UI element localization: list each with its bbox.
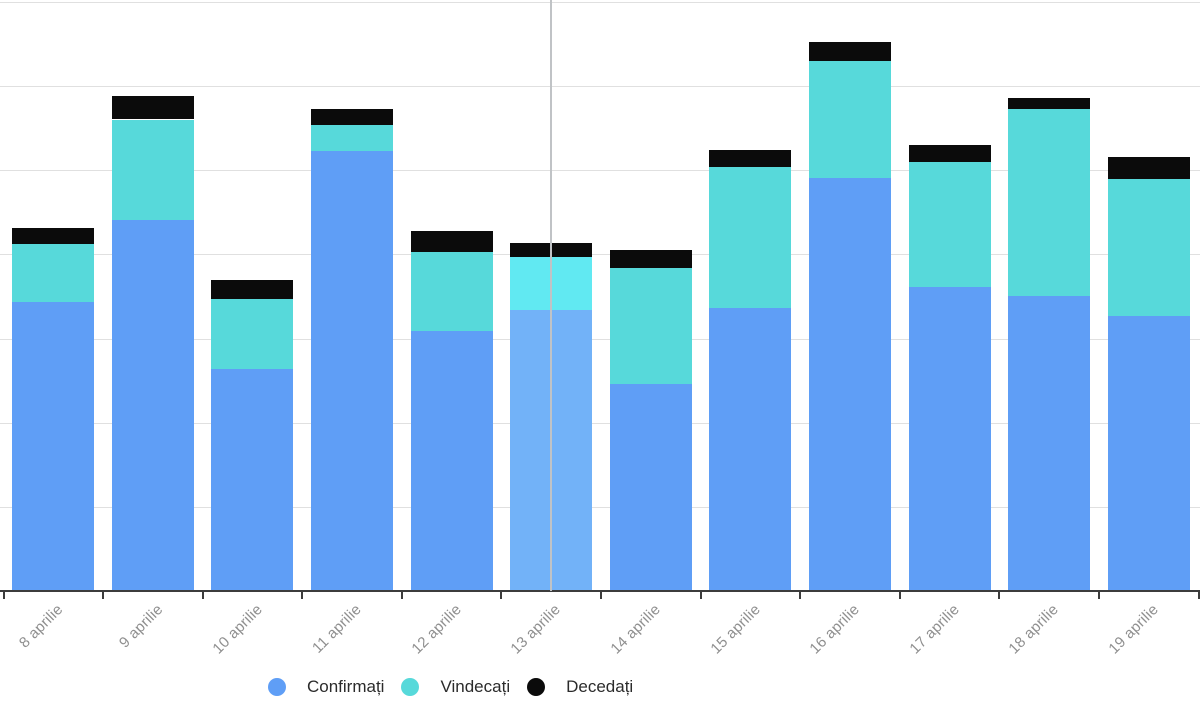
legend-item-confirmati[interactable]: Confirmați (268, 678, 384, 696)
bar-segment-confirmati-17-aprilie[interactable] (908, 286, 991, 592)
x-axis-label-10-aprilie: 10 aprilie (209, 601, 266, 658)
x-axis-label-15-aprilie: 15 aprilie (706, 601, 764, 658)
bar-segment-decedati-11-aprilie[interactable] (311, 108, 394, 126)
bar-segment-decedati-14-aprilie[interactable] (609, 249, 692, 269)
bar-segment-decedati-9-aprilie[interactable] (111, 95, 194, 120)
x-axis-label-17-aprilie: 17 aprilie (906, 601, 963, 658)
legend-label-confirmati: Confirmați (307, 677, 385, 696)
gridline-600 (0, 86, 1200, 88)
x-axis-tick (898, 592, 901, 599)
gridline-500 (0, 170, 1200, 172)
bar-segment-vindecati-15-aprilie[interactable] (709, 167, 792, 308)
gridline-200 (0, 422, 1200, 424)
x-axis-tick (699, 592, 702, 599)
bar-segment-decedati-15-aprilie[interactable] (709, 149, 792, 168)
bar-segment-vindecati-12-aprilie[interactable] (410, 251, 493, 331)
gridline-700 (0, 2, 1200, 4)
x-axis-label-16-aprilie: 16 aprilie (806, 601, 863, 658)
bar-segment-confirmati-9-aprilie[interactable] (111, 220, 194, 592)
legend-item-vindecati[interactable]: Vindecați (401, 678, 510, 696)
bar-segment-decedati-19-aprilie[interactable] (1107, 157, 1190, 180)
bar-segment-confirmati-19-aprilie[interactable] (1107, 315, 1190, 592)
bar-segment-confirmati-18-aprilie[interactable] (1008, 296, 1091, 592)
bar-segment-vindecati-17-aprilie[interactable] (908, 161, 991, 287)
gridline-400 (0, 254, 1200, 256)
decedati-dot-icon (527, 678, 546, 696)
bar-segment-decedati-12-aprilie[interactable] (410, 231, 493, 252)
x-axis-tick (1097, 592, 1100, 599)
bar-segment-vindecati-9-aprilie[interactable] (111, 119, 194, 221)
x-axis-tick (2, 592, 5, 599)
bar-segment-confirmati-8-aprilie[interactable] (12, 302, 95, 592)
bar-segment-vindecati-19-aprilie[interactable] (1107, 179, 1190, 316)
confirmati-dot-icon (268, 678, 286, 696)
x-axis-label-11-aprilie: 11 aprilie (309, 601, 366, 657)
bar-segment-vindecati-8-aprilie[interactable] (12, 244, 95, 303)
bar-segment-confirmati-10-aprilie[interactable] (211, 369, 294, 592)
x-axis-label-13-aprilie: 13 aprilie (507, 601, 565, 658)
x-axis-tick (500, 592, 503, 599)
x-axis-tick (600, 592, 602, 599)
x-axis-tick (799, 592, 802, 599)
gridline-100 (0, 506, 1200, 508)
bar-segment-confirmati-15-aprilie[interactable] (709, 307, 792, 592)
bar-segment-decedati-17-aprilie[interactable] (908, 144, 991, 162)
legend: Confirmați Vindecați Decedați (268, 678, 633, 696)
bar-segment-confirmati-11-aprilie[interactable] (311, 151, 394, 592)
vindecati-dot-icon (401, 678, 420, 696)
bar-segment-vindecati-18-aprilie[interactable] (1008, 108, 1091, 297)
x-axis-tick (201, 592, 204, 599)
legend-item-decedati[interactable]: Decedați (527, 678, 633, 696)
bar-segment-vindecati-14-aprilie[interactable] (609, 268, 692, 384)
bar-segment-vindecati-11-aprilie[interactable] (311, 125, 394, 152)
bar-segment-decedati-10-aprilie[interactable] (211, 280, 294, 299)
x-axis-label-8-aprilie: 8 aprilie (15, 601, 67, 652)
x-axis-label-18-aprilie: 18 aprilie (1005, 601, 1063, 658)
bar-segment-confirmati-16-aprilie[interactable] (808, 178, 891, 592)
hover-crosshair-line (550, 0, 553, 591)
x-axis-label-14-aprilie: 14 aprilie (607, 601, 664, 658)
bar-segment-decedati-16-aprilie[interactable] (808, 42, 891, 61)
bar-segment-confirmati-14-aprilie[interactable] (609, 383, 692, 592)
bar-segment-decedati-8-aprilie[interactable] (12, 228, 95, 245)
x-axis-label-19-aprilie: 19 aprilie (1105, 601, 1162, 658)
x-axis-label-9-aprilie: 9 aprilie (115, 601, 166, 652)
x-axis-tick (400, 592, 403, 599)
legend-label-vindecati: Vindecați (440, 677, 511, 696)
bar-segment-vindecati-10-aprilie[interactable] (211, 298, 294, 370)
x-axis-tick (1197, 592, 1200, 599)
legend-label-decedati: Decedați (566, 677, 634, 696)
x-axis-line (0, 590, 1200, 592)
gridline-300 (0, 338, 1200, 340)
plot-area (0, 2, 1200, 592)
x-axis-label-12-aprilie: 12 aprilie (408, 601, 465, 658)
bar-segment-vindecati-16-aprilie[interactable] (808, 60, 891, 179)
bar-segment-decedati-18-aprilie[interactable] (1008, 98, 1091, 109)
x-axis-tick (998, 592, 1001, 599)
bar-segment-confirmati-12-aprilie[interactable] (410, 330, 493, 592)
x-axis-tick (301, 592, 304, 599)
x-axis-tick (102, 592, 105, 599)
